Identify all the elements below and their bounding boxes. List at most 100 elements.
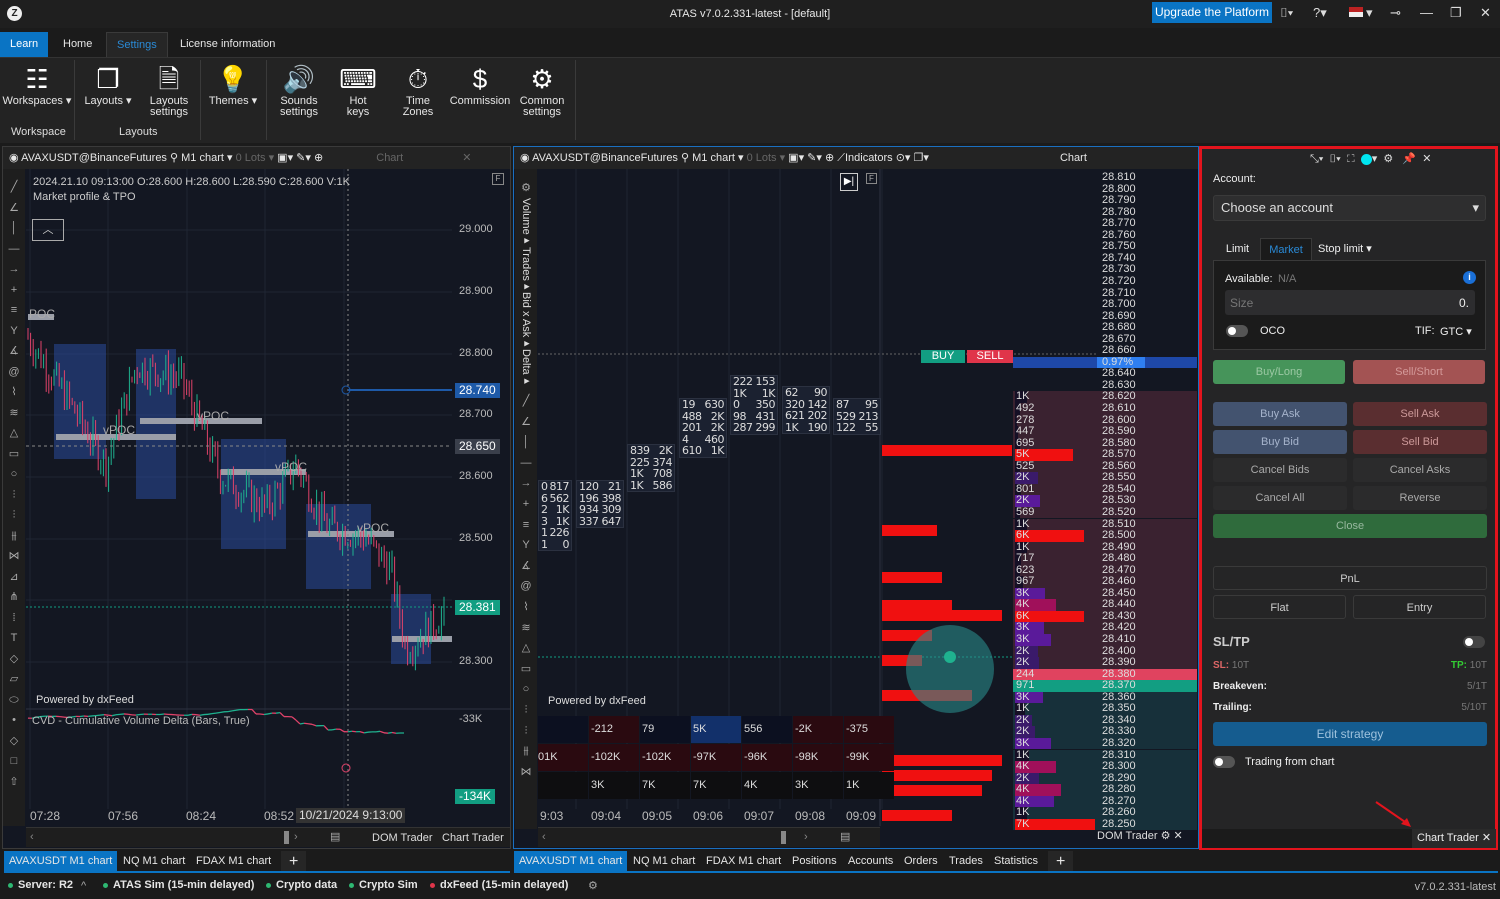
settings-icon[interactable]: ⚙ — [588, 880, 598, 892]
template-icon[interactable]: ▣▾ — [788, 152, 805, 164]
dom-ladder-row[interactable]: 2K 28.530 — [1013, 495, 1197, 507]
ruler-icon[interactable]: ⌇ — [11, 386, 17, 398]
angle-tool-icon[interactable]: ∠ — [9, 201, 19, 214]
minimize-icon[interactable]: — — [1420, 5, 1433, 20]
search-icon[interactable]: ⚲ — [170, 152, 179, 164]
workspace-tab[interactable]: Statistics — [994, 855, 1039, 867]
fib-icon[interactable]: ≋ — [9, 406, 19, 419]
fib-icon[interactable]: ≋ — [521, 621, 531, 634]
size-input[interactable]: Size 0. — [1225, 290, 1475, 315]
dom-ladder-row[interactable]: 967 28.460 — [1013, 576, 1197, 588]
dom-ladder-row[interactable]: 1K 28.260 — [1013, 807, 1197, 819]
ray-icon[interactable]: → — [8, 263, 20, 275]
cross-icon[interactable]: + — [522, 498, 530, 511]
tif-dropdown[interactable]: GTC ▾ — [1440, 326, 1472, 338]
footprint-cluster[interactable]: 87 95 529 213 122 55 — [833, 398, 881, 435]
dom-ladder-row[interactable]: 28.760 — [1013, 229, 1197, 242]
workspace-tab[interactable]: Accounts — [848, 855, 894, 867]
chart-trader-button[interactable]: Chart Trader — [442, 832, 504, 844]
horizontal-line-icon[interactable]: — — [8, 242, 20, 255]
sell-ask-button[interactable]: Sell Ask — [1353, 402, 1487, 426]
cancel-bids-button[interactable]: Cancel Bids — [1213, 458, 1347, 482]
dom-ladder-row[interactable]: 2K 28.330 — [1013, 726, 1197, 738]
scroll-left-icon[interactable]: ‹ — [30, 831, 34, 843]
ray-icon[interactable]: → — [520, 477, 532, 490]
dot-icon[interactable]: • — [12, 714, 16, 726]
line-tool-icon[interactable]: ╱ — [522, 395, 530, 408]
dom-ladder-row[interactable]: 695 28.580 — [1013, 437, 1197, 450]
themes-button[interactable]: 💡 Themes ▾ — [205, 62, 261, 107]
workspace-tab[interactable]: Positions — [792, 855, 837, 867]
dom-ladder-row[interactable]: 569 28.520 — [1013, 506, 1197, 519]
collapse-icon[interactable]: ⤡▾ — [1310, 153, 1324, 165]
info-icon[interactable]: i — [1463, 271, 1476, 284]
pencil-icon[interactable]: ✎▾ — [296, 152, 311, 164]
workspaces-button[interactable]: ☷ Workspaces ▾ — [2, 64, 72, 107]
profile2-icon[interactable]: ⫶ — [524, 724, 528, 737]
indicators-icon[interactable]: ⟋ — [837, 152, 845, 164]
dom-ladder-row[interactable]: 2K 28.340 — [1013, 714, 1197, 727]
pnl-button[interactable]: PnL — [1213, 566, 1487, 590]
spiral-icon[interactable]: @ — [520, 580, 532, 593]
dom-ladder-row[interactable]: 28.740 — [1013, 252, 1197, 265]
footprint-cluster[interactable]: 839 2K 225 374 1K 708 1K 586 — [627, 444, 675, 492]
connection-status[interactable]: dxFeed (15-min delayed) — [430, 879, 568, 891]
footprint-cluster[interactable]: 120 21 196 398 934 309 337 647 — [576, 480, 624, 528]
workspace-tab[interactable]: Trades — [949, 855, 983, 867]
fork-icon[interactable]: Y — [522, 539, 530, 552]
dom-ladder-row[interactable]: 4K 28.300 — [1013, 761, 1197, 773]
cancel-asks-button[interactable]: Cancel Asks — [1353, 458, 1487, 482]
triangle-icon[interactable]: △ — [9, 427, 19, 439]
square-icon[interactable]: □ — [10, 755, 18, 767]
close-position-button[interactable]: Close — [1213, 514, 1487, 538]
layouts-button[interactable]: ❐ Layouts ▾ — [82, 62, 134, 107]
footprint-cluster[interactable]: 62 90 320 142 621 202 1K 190 — [782, 386, 830, 434]
window-icon[interactable]: ❐▾ — [913, 152, 929, 164]
instrument-selector[interactable]: AVAXUSDT@BinanceFutures — [21, 152, 167, 164]
zoom-icon[interactable]: ⊕ — [313, 152, 324, 164]
sounds-settings-button[interactable]: 🔊 Sounds settings — [273, 62, 325, 118]
commission-button[interactable]: $ Commission — [449, 64, 511, 107]
flat-button[interactable]: Flat — [1213, 595, 1346, 619]
dom-ladder-row[interactable]: 5K 28.570 — [1013, 449, 1197, 461]
settings-icon[interactable]: ⚙ — [521, 182, 531, 194]
sell-short-button[interactable]: Sell/Short — [1353, 360, 1485, 384]
dom-ladder-row[interactable]: 801 28.540 — [1013, 483, 1197, 496]
restore-icon[interactable]: ❐ — [1450, 5, 1462, 20]
workspace-tab[interactable]: Orders — [904, 855, 938, 867]
circle-icon[interactable]: ○ — [522, 683, 530, 696]
view-mode-0[interactable]: Volume — [520, 198, 532, 235]
dom-ladder-row[interactable]: 525 28.560 — [1013, 460, 1197, 473]
workspace-tab[interactable]: AVAXUSDT M1 chart — [4, 851, 118, 872]
cancel-all-button[interactable]: Cancel All — [1213, 486, 1347, 510]
common-settings-button[interactable]: ⚙ Common settings — [516, 62, 568, 118]
text-icon[interactable]: T — [10, 632, 18, 644]
dom-ladder-row[interactable]: 4K 28.270 — [1013, 795, 1197, 808]
callout-icon[interactable]: ⬭ — [9, 693, 19, 706]
left-price-chart[interactable] — [26, 169, 510, 826]
measure-icon[interactable]: ⊿ — [9, 570, 19, 583]
tab-settings[interactable]: Settings — [106, 32, 168, 57]
sell-button[interactable]: SELL — [967, 350, 1013, 363]
search-icon[interactable]: ⚲ — [681, 152, 690, 164]
calendar-icon[interactable]: ▤ — [840, 831, 851, 843]
expand-up-icon[interactable]: ^ — [81, 880, 87, 892]
connection-status[interactable]: Crypto Sim — [349, 879, 418, 891]
dom-ladder-row[interactable]: 2K 28.290 — [1013, 772, 1197, 785]
calendar-icon[interactable]: ▤ — [330, 831, 341, 843]
workspace-tab[interactable]: AVAXUSDT M1 chart — [514, 851, 628, 872]
lines-icon[interactable]: ≡ — [10, 304, 18, 316]
buy-long-button[interactable]: Buy/Long — [1213, 360, 1345, 384]
vertical-line-icon[interactable]: │ — [522, 436, 530, 449]
dots-icon[interactable]: ⁞ — [12, 611, 16, 624]
volume-icon[interactable]: ⫵ — [523, 745, 529, 758]
cross-icon[interactable]: + — [10, 283, 18, 296]
crosshair-icon[interactable]: ⊙▾ — [895, 152, 911, 164]
dom-ladder-row[interactable]: 28.660 — [1013, 345, 1197, 357]
add-tab-button[interactable]: + — [1048, 851, 1074, 872]
dom-ladder-row[interactable]: 28.690 — [1013, 310, 1197, 323]
hot-keys-button[interactable]: ⌨ Hot keys — [337, 62, 379, 118]
layouts-settings-button[interactable]: 🗎 Layouts settings — [143, 62, 195, 118]
lots-dropdown[interactable]: 0 Lots — [235, 152, 266, 164]
dom-ladder-row[interactable]: 1K 28.350 — [1013, 703, 1197, 715]
